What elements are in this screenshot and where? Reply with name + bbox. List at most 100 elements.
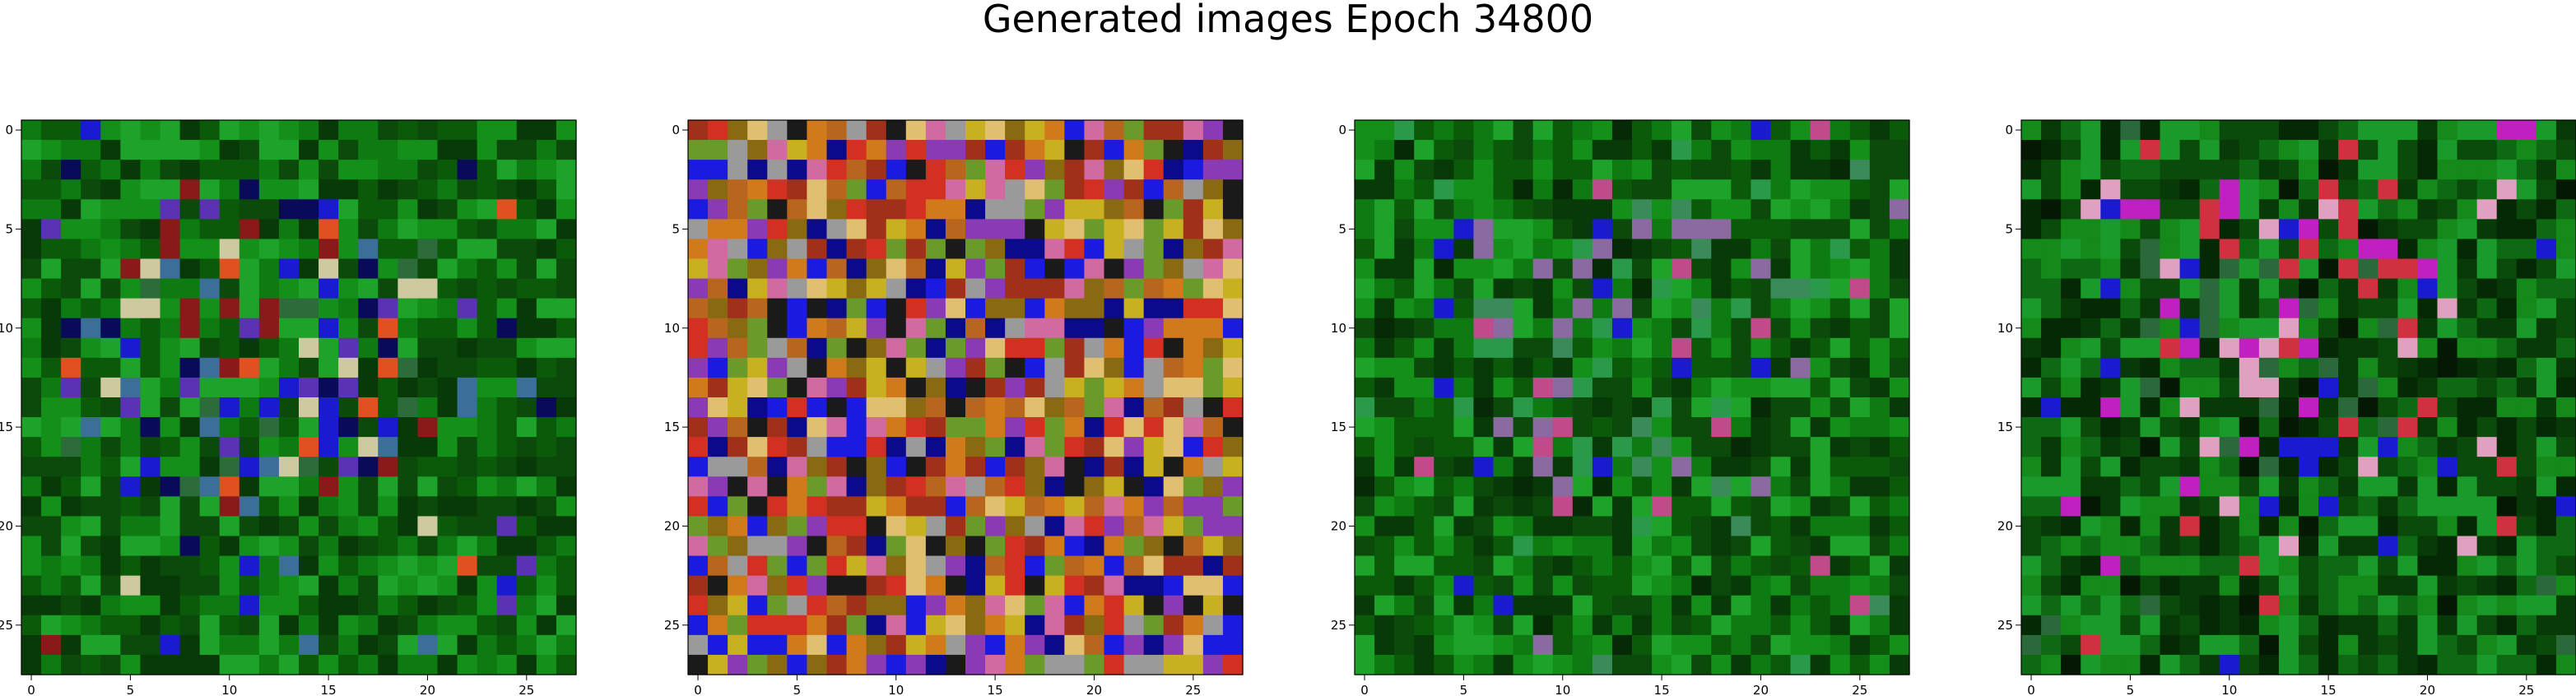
heatmap-cell — [1790, 179, 1811, 200]
heatmap-cell — [1434, 457, 1454, 477]
heatmap-cell — [1104, 496, 1125, 517]
heatmap-cell — [1414, 595, 1434, 616]
heatmap-cell — [1810, 417, 1831, 438]
heatmap-cell — [2061, 437, 2081, 457]
heatmap-cell — [338, 239, 359, 260]
heatmap-cell — [2041, 397, 2062, 418]
heatmap-cell — [278, 555, 300, 577]
heatmap-cell — [41, 337, 62, 359]
heatmap-cell — [2318, 318, 2339, 339]
y-tick-label: 0 — [672, 123, 680, 137]
heatmap-cell — [2437, 377, 2458, 398]
heatmap-cell — [278, 536, 300, 557]
heatmap-cell — [120, 120, 142, 141]
heatmap-cell — [100, 536, 121, 557]
heatmap-cell — [1025, 219, 1045, 240]
heatmap-cell — [1513, 595, 1534, 616]
heatmap-cell — [556, 298, 577, 319]
heatmap-cell — [299, 219, 319, 240]
heatmap-cell — [338, 278, 359, 299]
heatmap-cell — [160, 120, 181, 141]
heatmap-cell — [1552, 654, 1574, 675]
heatmap-cell — [2318, 417, 2339, 438]
heatmap-cell — [398, 120, 419, 141]
heatmap-cell — [886, 298, 907, 319]
heatmap-cell — [1552, 318, 1574, 339]
heatmap-cell — [2239, 219, 2260, 240]
heatmap-cell — [1790, 555, 1811, 577]
heatmap-cell — [179, 140, 201, 160]
heatmap-cell — [398, 417, 419, 438]
heatmap-cell — [21, 298, 42, 319]
heatmap-cell — [985, 377, 1006, 398]
heatmap-cell — [1830, 377, 1851, 398]
heatmap-cell — [179, 516, 201, 537]
heatmap-cell — [1849, 357, 1871, 378]
heatmap-cell — [496, 476, 518, 497]
heatmap-cell — [2338, 476, 2359, 497]
heatmap-cell — [1005, 179, 1025, 200]
heatmap-cell — [1473, 377, 1495, 398]
heatmap-cell — [1889, 575, 1910, 596]
heatmap-cell — [1731, 278, 1752, 299]
heatmap-cell — [866, 298, 887, 319]
heatmap-cell — [2536, 595, 2557, 616]
heatmap-cell — [1691, 654, 1712, 675]
heatmap-cell — [985, 634, 1006, 656]
heatmap-cell — [140, 555, 161, 577]
heatmap-cell — [1025, 575, 1045, 596]
heatmap-cell — [338, 437, 359, 457]
heatmap-cell — [2397, 160, 2419, 180]
heatmap-cell — [2021, 357, 2042, 378]
heatmap-cell — [1202, 457, 1224, 477]
heatmap-cell — [1025, 654, 1045, 675]
heatmap-cell — [2199, 417, 2220, 438]
heatmap-cell — [1532, 516, 1554, 537]
heatmap-cell — [140, 575, 161, 596]
heatmap-cell — [1355, 437, 1375, 457]
x-tick-label: 0 — [1360, 683, 1369, 696]
heatmap-cell — [747, 120, 768, 141]
heatmap-cell — [1572, 417, 1593, 438]
heatmap-cell — [2358, 377, 2378, 398]
heatmap-cell — [1025, 179, 1045, 200]
heatmap-cell — [338, 377, 359, 398]
heatmap-cell — [1163, 575, 1184, 596]
heatmap-cell — [2258, 615, 2280, 636]
heatmap-cell — [2299, 654, 2319, 675]
heatmap-cell — [1374, 536, 1395, 557]
heatmap-cell — [2299, 595, 2319, 616]
heatmap-cell — [1202, 219, 1224, 240]
heatmap-cell — [199, 219, 221, 240]
heatmap-cell — [1414, 160, 1434, 180]
heatmap-cell — [2081, 377, 2101, 398]
heatmap-cell — [2358, 298, 2378, 319]
heatmap-cell — [457, 140, 478, 160]
heatmap-cell — [1770, 179, 1792, 200]
heatmap-cell — [2100, 258, 2121, 280]
x-tick-label: 0 — [2027, 683, 2035, 696]
heatmap-cell — [258, 140, 280, 160]
heatmap-cell — [2338, 536, 2359, 557]
heatmap-cell — [728, 278, 748, 299]
heatmap-cell — [1572, 555, 1593, 577]
heatmap-cell — [1064, 437, 1086, 457]
heatmap-cell — [1611, 417, 1633, 438]
heatmap-cell — [1453, 555, 1475, 577]
heatmap-cell — [2081, 298, 2101, 319]
heatmap-cell — [2021, 179, 2042, 200]
heatmap-cell — [965, 179, 986, 200]
heatmap-cell — [2555, 219, 2576, 240]
heatmap-cell — [945, 239, 966, 260]
heatmap-cell — [1222, 397, 1244, 418]
heatmap-cell — [278, 595, 300, 616]
heatmap-cell — [199, 377, 221, 398]
heatmap-cell — [1830, 417, 1851, 438]
heatmap-cell — [2536, 337, 2557, 359]
heatmap-cell — [278, 476, 300, 497]
heatmap-cell — [1394, 199, 1415, 220]
heatmap-cell — [2318, 496, 2339, 517]
heatmap-cell — [2397, 595, 2419, 616]
x-tick-label: 15 — [988, 683, 1003, 696]
heatmap-cell — [2299, 397, 2319, 418]
